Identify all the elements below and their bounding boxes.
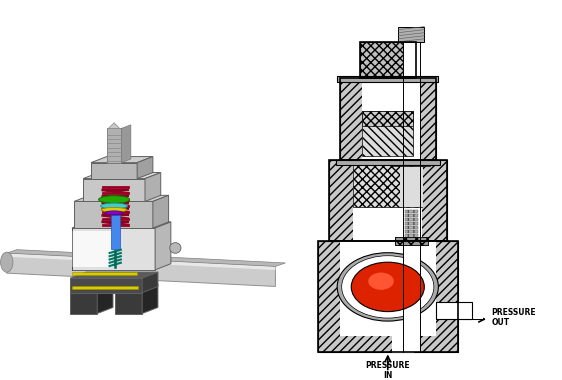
Bar bbox=[111, 215, 120, 249]
Bar bbox=[329, 160, 447, 241]
Bar bbox=[91, 163, 137, 179]
Bar bbox=[72, 272, 137, 275]
Polygon shape bbox=[145, 173, 161, 201]
Circle shape bbox=[342, 256, 434, 318]
Bar bbox=[360, 42, 416, 78]
Ellipse shape bbox=[105, 211, 123, 215]
Bar bbox=[395, 237, 428, 245]
Bar bbox=[362, 78, 413, 160]
Circle shape bbox=[351, 262, 424, 312]
Bar bbox=[353, 160, 422, 207]
Ellipse shape bbox=[99, 196, 130, 203]
Polygon shape bbox=[7, 253, 275, 270]
Bar bbox=[395, 237, 428, 245]
Bar bbox=[340, 241, 436, 336]
Polygon shape bbox=[7, 250, 285, 266]
Bar bbox=[115, 290, 142, 314]
Polygon shape bbox=[142, 272, 158, 293]
Bar bbox=[340, 78, 436, 160]
Bar bbox=[70, 278, 142, 293]
Text: PRESSURE
IN: PRESSURE IN bbox=[365, 361, 410, 380]
Polygon shape bbox=[111, 210, 120, 215]
Bar bbox=[392, 336, 414, 353]
Polygon shape bbox=[155, 222, 171, 270]
Bar bbox=[362, 111, 413, 155]
Bar bbox=[72, 286, 138, 289]
Bar bbox=[403, 42, 420, 352]
Bar bbox=[405, 230, 418, 233]
Polygon shape bbox=[74, 195, 169, 201]
Polygon shape bbox=[83, 173, 161, 179]
Bar bbox=[398, 27, 424, 42]
Polygon shape bbox=[7, 264, 275, 281]
Polygon shape bbox=[72, 222, 171, 228]
Polygon shape bbox=[137, 157, 153, 179]
Bar bbox=[405, 234, 418, 238]
Bar bbox=[405, 209, 418, 213]
Bar bbox=[395, 336, 411, 352]
Bar bbox=[405, 218, 418, 221]
Bar bbox=[329, 160, 447, 241]
Polygon shape bbox=[115, 284, 158, 290]
Bar bbox=[400, 160, 423, 207]
Ellipse shape bbox=[170, 243, 181, 253]
Bar bbox=[340, 78, 436, 160]
Bar bbox=[70, 290, 97, 314]
Bar bbox=[362, 111, 413, 126]
Ellipse shape bbox=[101, 203, 128, 209]
Bar bbox=[72, 231, 112, 267]
Bar bbox=[353, 160, 422, 241]
Bar bbox=[405, 214, 418, 217]
Bar bbox=[405, 222, 418, 225]
Polygon shape bbox=[70, 284, 113, 290]
Bar bbox=[74, 201, 153, 228]
Bar bbox=[107, 128, 121, 163]
Bar bbox=[318, 241, 458, 352]
Bar bbox=[337, 76, 438, 82]
Polygon shape bbox=[70, 272, 158, 278]
Polygon shape bbox=[153, 195, 169, 228]
Ellipse shape bbox=[1, 252, 13, 272]
Bar bbox=[83, 179, 145, 201]
Bar bbox=[393, 160, 430, 166]
Polygon shape bbox=[7, 253, 275, 287]
Bar bbox=[336, 160, 440, 165]
Polygon shape bbox=[142, 284, 158, 314]
Bar bbox=[436, 302, 472, 319]
Text: PRESSURE
OUT: PRESSURE OUT bbox=[492, 308, 536, 327]
Circle shape bbox=[368, 272, 394, 290]
Bar bbox=[72, 228, 155, 270]
Bar bbox=[455, 302, 483, 319]
Polygon shape bbox=[97, 284, 113, 314]
Polygon shape bbox=[108, 123, 120, 128]
Polygon shape bbox=[91, 157, 153, 163]
Ellipse shape bbox=[101, 207, 127, 212]
Bar bbox=[318, 241, 458, 352]
Circle shape bbox=[337, 253, 438, 321]
Bar bbox=[405, 226, 418, 229]
Polygon shape bbox=[121, 125, 131, 163]
Bar bbox=[360, 42, 416, 78]
